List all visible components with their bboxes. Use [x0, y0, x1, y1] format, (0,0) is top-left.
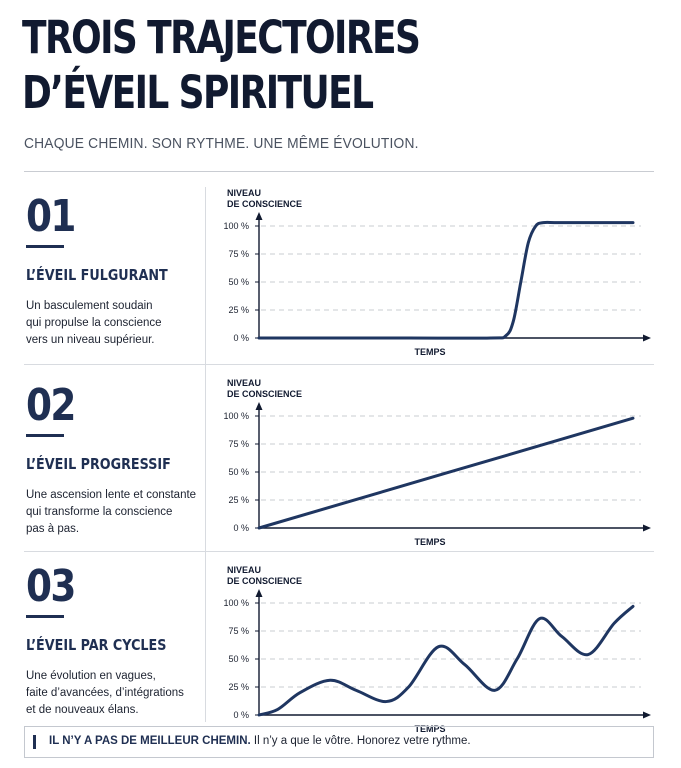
description-line: qui transforme la conscience — [26, 506, 173, 518]
y-axis-label: NIVEAU — [227, 378, 261, 388]
page-title: TROIS TRAJECTOIRES D’ÉVEIL SPIRITUEL — [22, 10, 534, 120]
y-tick-label: 0 % — [233, 333, 249, 343]
x-axis-label: TEMPS — [414, 537, 445, 547]
description-line: Une évolution en vagues, — [26, 670, 156, 682]
section-3: 03 L’ÉVEIL PAR CYCLES Une évolution en v… — [26, 563, 201, 719]
y-tick-label: 75 % — [228, 626, 249, 636]
x-axis-arrow — [643, 334, 651, 342]
footer-banner: IL N’Y A PAS DE MEILLEUR CHEMIN. Il n’y … — [24, 726, 654, 758]
chart-3: NIVEAU DE CONSCIENCE 0 % 25 % 50 % 75 % 100 % T… — [215, 563, 665, 735]
y-axis-arrow — [255, 212, 263, 220]
series-line — [257, 604, 635, 717]
x-axis-label: TEMPS — [414, 347, 445, 357]
number-underline — [26, 615, 64, 618]
footer-normal: Il n’y a que le vôtre. Honorez vetre ryt… — [250, 735, 471, 747]
y-tick-label: 50 % — [228, 467, 249, 477]
y-axis-label: NIVEAU — [227, 565, 261, 575]
section-number: 03 — [26, 561, 76, 612]
description-line: pas à pas. — [26, 523, 80, 535]
description-line: Un basculement soudain — [26, 300, 153, 312]
section-title: L’ÉVEIL PROGRESSIF — [26, 455, 171, 473]
y-tick-label: 0 % — [233, 523, 249, 533]
section-description: Une ascension lente et constante qui tra… — [26, 487, 206, 538]
y-tick-label: 75 % — [228, 439, 249, 449]
section-number: 01 — [26, 191, 76, 242]
y-tick-label: 75 % — [228, 249, 249, 259]
section-description: Un basculement soudain qui propulse la c… — [26, 298, 206, 349]
title-line: TROIS TRAJECTOIRES — [22, 11, 421, 64]
section-2: 02 L’ÉVEIL PROGRESSIF Une ascension lent… — [26, 382, 201, 538]
section-title: L’ÉVEIL FULGURANT — [26, 266, 168, 284]
footer-accent — [33, 735, 36, 749]
y-tick-label: 100 % — [223, 221, 249, 231]
y-tick-label: 0 % — [233, 710, 249, 720]
y-tick-label: 100 % — [223, 598, 249, 608]
row-divider — [24, 551, 654, 552]
y-axis-arrow — [255, 402, 263, 410]
footer-bold: IL N’Y A PAS DE MEILLEUR CHEMIN. — [49, 735, 251, 747]
x-axis-label: TEMPS — [414, 724, 445, 734]
title-divider — [24, 171, 654, 172]
y-axis-label: NIVEAU — [227, 188, 261, 198]
number-underline — [26, 245, 64, 248]
series-line — [257, 416, 635, 530]
y-axis-arrow — [255, 589, 263, 597]
y-tick-label: 50 % — [228, 654, 249, 664]
description-line: vers un niveau supérieur. — [26, 334, 155, 346]
row-divider — [24, 364, 654, 365]
series-line — [257, 220, 635, 340]
y-tick-label: 50 % — [228, 277, 249, 287]
y-axis-label: DE CONSCIENCE — [227, 389, 302, 399]
section-1: 01 L’ÉVEIL FULGURANT Un basculement soud… — [26, 193, 201, 349]
y-tick-label: 25 % — [228, 682, 249, 692]
section-title: L’ÉVEIL PAR CYCLES — [26, 636, 167, 654]
title-line: D’ÉVEIL SPIRITUEL — [22, 66, 374, 119]
footer-text: IL N’Y A PAS DE MEILLEUR CHEMIN. Il n’y … — [49, 735, 471, 747]
description-line: faite d’avancées, d’intégrations — [26, 687, 184, 699]
y-axis-label: DE CONSCIENCE — [227, 576, 302, 586]
x-axis-arrow — [643, 524, 651, 532]
y-tick-label: 25 % — [228, 305, 249, 315]
chart-1: NIVEAU DE CONSCIENCE 0 % 25 % 50 % 75 % 100 % T… — [215, 186, 665, 358]
y-tick-label: 25 % — [228, 495, 249, 505]
chart-2: NIVEAU DE CONSCIENCE 0 % 25 % 50 % 75 % 100 % T… — [215, 376, 665, 548]
description-line: et de nouveaux élans. — [26, 704, 139, 716]
section-number: 02 — [26, 380, 76, 431]
number-underline — [26, 434, 64, 437]
description-line: qui propulse la conscience — [26, 317, 162, 329]
x-axis-arrow — [643, 711, 651, 719]
y-tick-label: 100 % — [223, 411, 249, 421]
subtitle: CHAQUE CHEMIN. SON RYTHME. UNE MÊME ÉVOL… — [24, 135, 419, 152]
section-description: Une évolution en vagues, faite d’avancée… — [26, 668, 206, 719]
description-line: Une ascension lente et constante — [26, 489, 197, 501]
y-axis-label: DE CONSCIENCE — [227, 199, 302, 209]
column-divider — [205, 187, 206, 722]
